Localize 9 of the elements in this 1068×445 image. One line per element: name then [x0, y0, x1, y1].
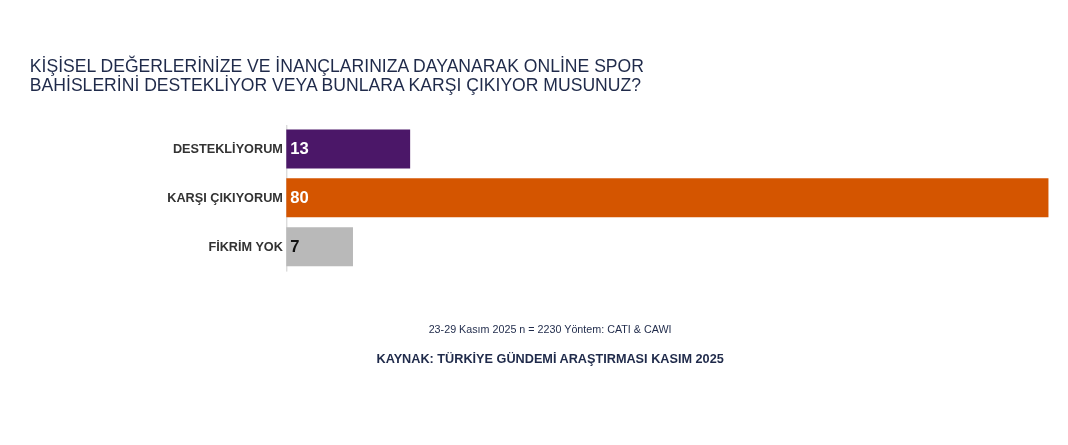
data-label: 7 [290, 236, 300, 256]
data-label: 13 [290, 138, 309, 158]
y-tick-label: KARŞI ÇIKIYORUM [167, 190, 283, 205]
data-label: 80 [290, 187, 309, 207]
text: 23-29 Kasım 2025 n = 2230 Yöntem: CATI & CAWI [428, 322, 672, 335]
chart-title: KİŞİSEL DEĞERLERİNİZE VE İNANÇLARINIZA DAYANARAK ONLİNE SPOR BAHİSLERİNİ DESTEKLİYOR VEYA BUNLARA KARŞI ÇIKIYOR MUSUNUZ? [29, 54, 644, 96]
y-tick-label: DESTEKLİYORUM [172, 140, 283, 156]
y-tick-label: FİKRİM YOK [208, 238, 284, 254]
text: KAYNAK: TÜRKİYE GÜNDEMİ ARAŞTIRMASI KASIM 2025 [376, 350, 724, 366]
